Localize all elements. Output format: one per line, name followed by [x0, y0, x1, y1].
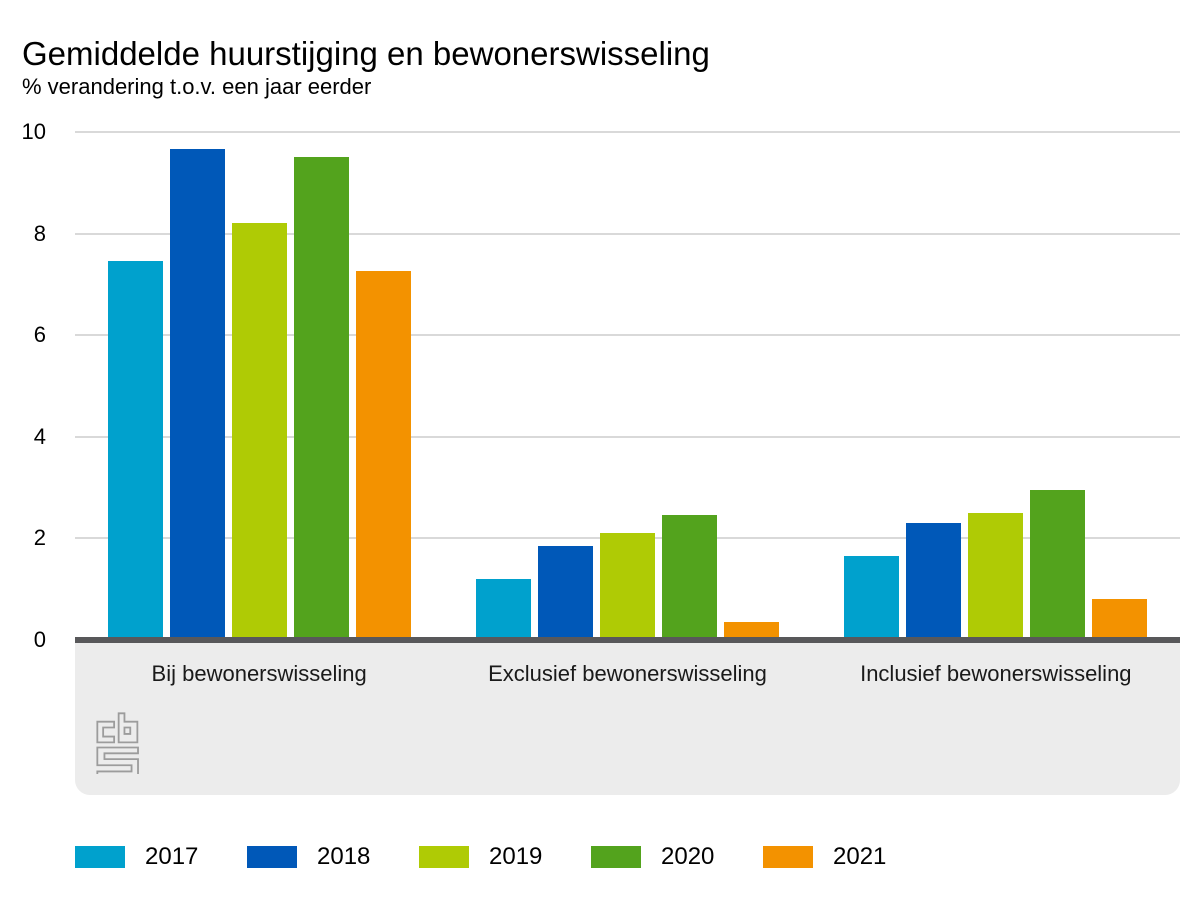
- y-tick-label-4: 4: [33, 423, 46, 449]
- legend-swatch-2020: [591, 846, 641, 868]
- gridline-4: [75, 435, 1180, 438]
- footer-band: [75, 643, 1180, 795]
- legend-label-2020: 2020: [661, 843, 715, 870]
- bar-2020-category-3: [1030, 490, 1086, 637]
- bar-2019-category-3: [968, 513, 1024, 637]
- category-label-2: Exclusief bewonerswisseling: [488, 661, 767, 686]
- bar-2018-category-3: [906, 523, 962, 637]
- y-tick-label-8: 8: [33, 220, 46, 246]
- bar-2020-category-1: [293, 157, 349, 637]
- legend-label-2017: 2017: [145, 843, 199, 870]
- category-axis: Bij bewonerswisseling Exclusief bewonersw…: [75, 661, 1180, 687]
- legend-swatch-2017: [75, 846, 125, 868]
- y-tick-label-0: 0: [33, 627, 46, 652]
- bar-2021-category-3: [1092, 599, 1148, 637]
- category-label-1: Bij bewonerswisseling: [151, 661, 367, 686]
- legend: 2017 2018 2019 2020 2021: [75, 845, 935, 869]
- legend-swatch-2021: [763, 846, 813, 868]
- bar-group-1: [75, 132, 443, 637]
- y-tick-label-6: 6: [33, 322, 46, 348]
- bar-2017-category-1: [107, 261, 163, 637]
- x-axis-zero-line: [75, 637, 1180, 643]
- legend-item-2018: 2018: [247, 845, 419, 869]
- gridline-6: [75, 334, 1180, 337]
- legend-label-2018: 2018: [317, 843, 371, 870]
- legend-item-2020: 2020: [591, 845, 763, 869]
- bar-2017-category-2: [475, 579, 531, 637]
- chart-subtitle: % verandering t.o.v. een jaar eerder: [22, 74, 372, 99]
- legend-label-2019: 2019: [489, 843, 543, 870]
- y-tick-label-10: 10: [21, 119, 46, 144]
- legend-swatch-2018: [247, 846, 297, 868]
- legend-item-2017: 2017: [75, 845, 247, 869]
- bar-2017-category-3: [844, 556, 900, 637]
- gridline-8: [75, 232, 1180, 235]
- bar-2019-category-1: [231, 223, 287, 637]
- gridline-10: [75, 131, 1180, 133]
- bar-group-2: [443, 132, 811, 637]
- legend-swatch-2019: [419, 846, 469, 868]
- bar-2019-category-2: [599, 533, 655, 637]
- bar-2021-category-2: [723, 622, 779, 637]
- bar-group-3: [812, 132, 1180, 637]
- bar-2020-category-2: [661, 515, 717, 637]
- bar-2018-category-1: [169, 149, 225, 637]
- legend-item-2021: 2021: [763, 845, 935, 869]
- bar-2018-category-2: [537, 546, 593, 637]
- category-label-3: Inclusief bewonerswisseling: [860, 661, 1132, 686]
- y-tick-label-2: 2: [33, 525, 46, 551]
- legend-item-2019: 2019: [419, 845, 591, 869]
- cbs-logo-icon: [96, 712, 139, 774]
- legend-label-2021: 2021: [833, 843, 887, 870]
- bar-2021-category-1: [355, 271, 411, 637]
- chart-title: Gemiddelde huurstijging en bewonerswisse…: [22, 35, 710, 73]
